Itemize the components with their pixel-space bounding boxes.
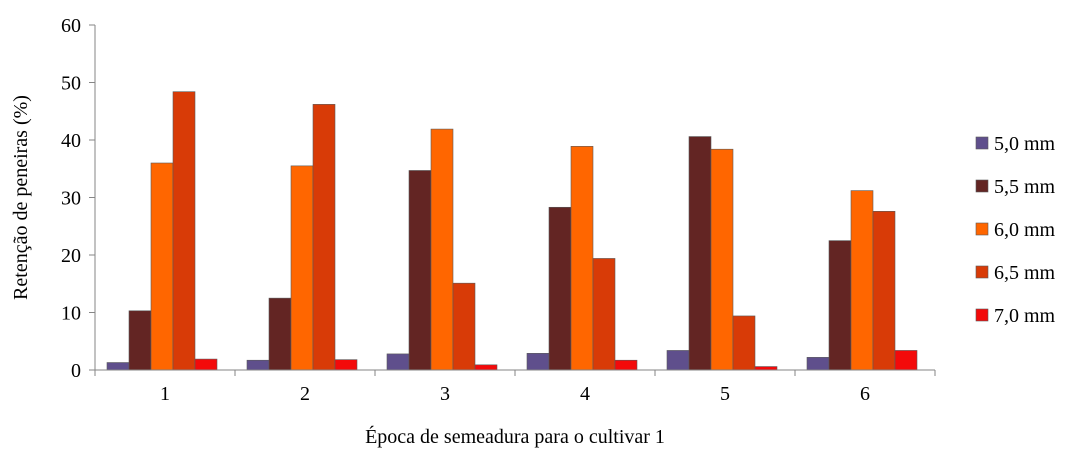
bar bbox=[548, 206, 572, 371]
bar bbox=[806, 357, 830, 371]
bar bbox=[172, 91, 196, 371]
legend-label: 6,0 mm bbox=[994, 219, 1056, 241]
x-tick-label: 5 bbox=[720, 383, 730, 405]
x-axis-title: Época de semeadura para o cultivar 1 bbox=[365, 425, 665, 448]
legend-swatch bbox=[975, 222, 989, 236]
x-tick-label: 1 bbox=[160, 383, 170, 405]
bar bbox=[268, 297, 292, 371]
bar bbox=[614, 359, 638, 371]
bar bbox=[666, 350, 690, 371]
legend: 5,0 mm 5,5 mm 6,0 mm 6,5 mm 7,0 mm bbox=[975, 133, 1056, 327]
legend-swatch bbox=[975, 265, 989, 279]
bar bbox=[872, 211, 896, 371]
bar bbox=[754, 366, 778, 371]
bar bbox=[150, 162, 174, 371]
x-tick-label: 2 bbox=[300, 383, 310, 405]
x-tick-label: 3 bbox=[440, 383, 450, 405]
bar bbox=[290, 165, 314, 371]
bar bbox=[194, 358, 218, 371]
bar bbox=[526, 353, 550, 371]
bar bbox=[452, 282, 476, 371]
bars-group bbox=[106, 91, 918, 371]
y-tick-label: 20 bbox=[61, 245, 81, 267]
legend-label: 6,5 mm bbox=[994, 262, 1056, 284]
bar bbox=[128, 310, 152, 371]
y-axis-title: Retenção de peneiras (%) bbox=[10, 95, 32, 300]
y-tick-label: 50 bbox=[61, 73, 81, 95]
bar bbox=[106, 362, 130, 371]
y-tick-label: 10 bbox=[61, 303, 81, 325]
bar bbox=[430, 128, 454, 371]
legend-label: 5,5 mm bbox=[994, 176, 1056, 198]
bar bbox=[474, 364, 498, 371]
y-tick-label: 0 bbox=[71, 360, 81, 382]
y-axis-ticks: 0 10 20 30 40 50 60 bbox=[61, 15, 95, 382]
bar bbox=[570, 146, 594, 371]
bar bbox=[312, 104, 336, 371]
y-tick-label: 40 bbox=[61, 130, 81, 152]
y-tick-label: 30 bbox=[61, 188, 81, 210]
bar bbox=[386, 353, 410, 371]
legend-swatch bbox=[975, 136, 989, 150]
bar bbox=[334, 359, 358, 371]
bar bbox=[592, 258, 616, 371]
y-tick-label: 60 bbox=[61, 15, 81, 37]
legend-label: 5,0 mm bbox=[994, 133, 1056, 155]
bar bbox=[710, 148, 734, 371]
bar bbox=[828, 240, 852, 371]
legend-label: 7,0 mm bbox=[994, 305, 1056, 327]
bar bbox=[408, 170, 432, 371]
x-tick-label: 6 bbox=[860, 383, 870, 405]
x-tick-label: 4 bbox=[580, 383, 590, 405]
bar bbox=[850, 190, 874, 371]
x-axis-ticks: 1 2 3 4 5 6 bbox=[94, 370, 936, 405]
bar bbox=[894, 350, 918, 371]
bar bbox=[688, 136, 712, 371]
legend-swatch bbox=[975, 308, 989, 322]
bar bbox=[246, 359, 270, 371]
legend-swatch bbox=[975, 179, 989, 193]
bar bbox=[732, 315, 756, 371]
